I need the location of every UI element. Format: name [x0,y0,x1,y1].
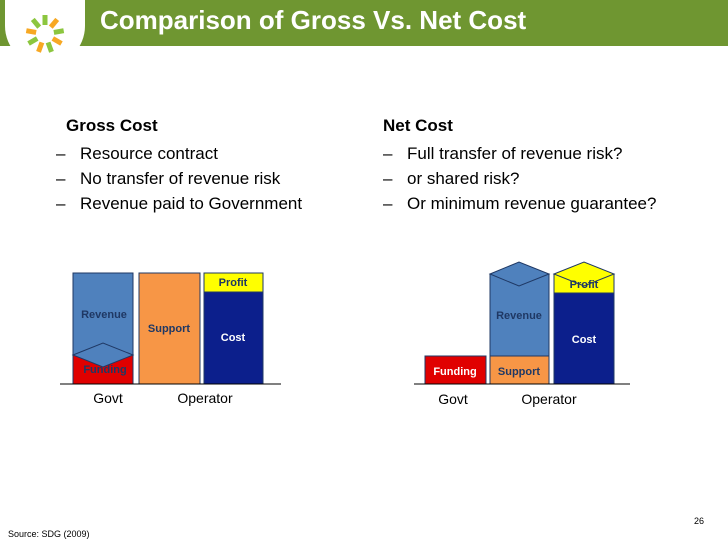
gross-cost-heading: Gross Cost [66,116,158,135]
net-profit-diamond [552,261,616,287]
bullet-item: Resource contract [56,141,302,166]
gross-cost-box [203,291,264,385]
bullet-item: or shared risk? [383,166,656,191]
gross-support-box [138,272,201,385]
net-revenue-diamond [488,261,551,287]
title-bar: Comparison of Gross Vs. Net Cost [0,0,728,66]
net-cost-label: Cost [572,334,597,346]
net-revenue-label: Revenue [496,310,542,322]
bullet-item: Revenue paid to Government [56,191,302,216]
net-funding-label: Funding [433,366,476,378]
gross-revenue-box [72,272,134,356]
gross-govt-label: Govt [93,390,123,406]
gross-profit-label: Profit [219,277,248,289]
gross-cost-diagram: Revenue Funding Support Profit Cost Govt… [60,272,281,406]
net-cost-bullets: Full transfer of revenue risk? or shared… [383,141,656,216]
gross-revenue-diamond [71,342,135,368]
net-govt-label: Govt [438,391,468,407]
bullet-item: Or minimum revenue guarantee? [383,191,656,216]
bullet-item: Full transfer of revenue risk? [383,141,656,166]
gross-revenue-label: Revenue [81,309,127,321]
bullet-item: No transfer of revenue risk [56,166,302,191]
page-number: 26 [693,516,704,526]
source-note: Source: SDG (2009) [8,529,90,539]
net-support-box [489,355,550,385]
net-cost-box [553,292,615,385]
net-support-label: Support [498,366,540,378]
gross-funding-label: Funding [83,364,126,376]
slide-title: Comparison of Gross Vs. Net Cost [100,5,527,35]
gross-support-label: Support [148,323,190,335]
net-cost-heading: Net Cost [383,116,453,135]
sun-logo-icon [25,15,65,53]
net-cost-diagram: Funding Revenue Support Profit Cost Govt… [414,261,630,407]
gross-cost-bullets: Resource contract No transfer of revenue… [56,141,302,216]
net-profit-label: Profit [570,279,599,291]
gross-cost-label: Cost [221,332,246,344]
logo [5,0,85,66]
gross-operator-label: Operator [177,390,233,406]
net-operator-label: Operator [521,391,577,407]
